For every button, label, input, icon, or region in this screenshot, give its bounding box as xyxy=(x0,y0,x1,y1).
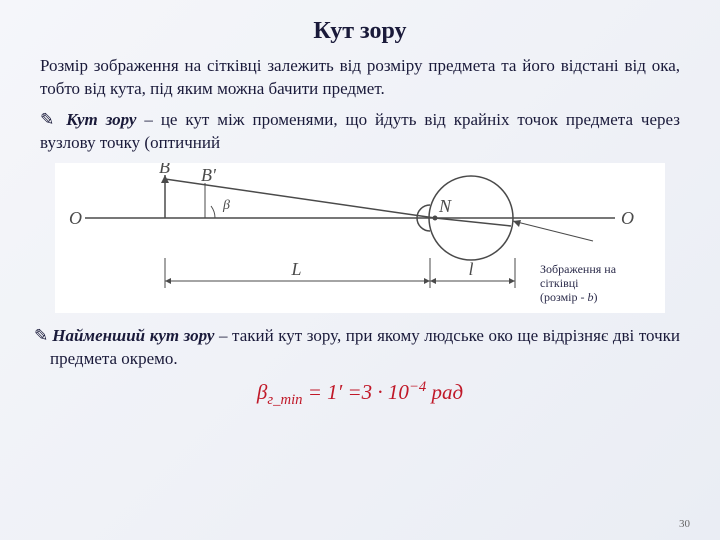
caption-3: ) xyxy=(594,290,598,304)
formula-unit: рад xyxy=(426,380,463,404)
formula-exp: −4 xyxy=(409,379,426,395)
formula: βг_min = 1′ =3 · 10−4 рад xyxy=(40,379,680,409)
svg-text:β: β xyxy=(222,198,230,213)
svg-text:O: O xyxy=(621,208,634,228)
formula-eq: = 1′ =3 · 10 xyxy=(303,380,409,404)
svg-text:N: N xyxy=(438,196,452,216)
diagram-caption: Зображення на сітківці (розмір - b) xyxy=(540,262,655,305)
page-number: 30 xyxy=(679,518,690,530)
svg-text:B': B' xyxy=(201,165,217,185)
term-min-kut-zoru: Найменший кут зору xyxy=(52,326,214,345)
svg-text:B: B xyxy=(159,163,170,177)
caption-2: (розмір - xyxy=(540,290,588,304)
paragraph-3: ✎Найменший кут зору – такий кут зору, пр… xyxy=(40,325,680,371)
svg-text:O: O xyxy=(69,208,82,228)
pen-icon: ✎ xyxy=(40,109,54,132)
paragraph-1: Розмір зображення на сітківці залежить в… xyxy=(40,55,680,101)
caption-1: Зображення на сітківці xyxy=(540,262,616,290)
formula-beta: β xyxy=(257,380,267,404)
term-kut-zoru: Кут зору xyxy=(66,110,136,129)
formula-sub: г_min xyxy=(267,392,302,408)
para2-rest: – це кут між променями, що йдуть від кра… xyxy=(40,110,680,152)
eye-diagram: O O B B' β N Ll Зображення на сітківці (розмір… xyxy=(55,163,665,313)
page-title: Кут зору xyxy=(40,18,680,45)
pen-icon-2: ✎ xyxy=(34,325,48,348)
svg-text:l: l xyxy=(469,259,474,279)
svg-text:L: L xyxy=(291,259,302,279)
paragraph-2: ✎ Кут зору – це кут між променями, що йд… xyxy=(40,109,680,155)
